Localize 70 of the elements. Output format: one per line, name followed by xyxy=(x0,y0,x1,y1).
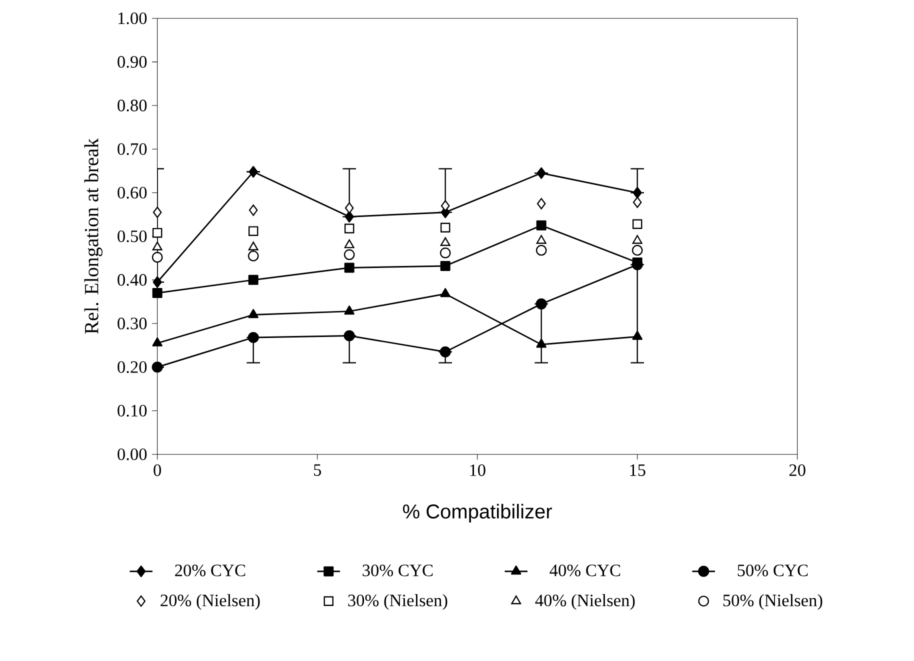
y-axis-title: Rel. Elongation at break xyxy=(84,138,102,334)
point xyxy=(536,220,546,230)
point xyxy=(152,288,162,298)
legend-label: 50% CYC xyxy=(738,564,808,576)
point xyxy=(344,330,355,342)
point xyxy=(248,274,258,285)
point xyxy=(152,206,162,218)
y-tick-label: 0.20 xyxy=(118,361,147,374)
point xyxy=(632,196,642,208)
point xyxy=(248,166,258,178)
y-tick-label: 0.90 xyxy=(118,56,147,68)
y-tick-label: 0.70 xyxy=(118,143,147,156)
point xyxy=(248,250,259,262)
point xyxy=(440,288,450,298)
point xyxy=(152,242,162,250)
point xyxy=(344,224,354,234)
point xyxy=(440,346,451,358)
point xyxy=(632,235,642,244)
x-tick-label: 10 xyxy=(470,464,486,476)
y-tick-label: 0.80 xyxy=(118,100,147,112)
x-tick-label: 0 xyxy=(154,464,162,476)
legend-label: 20% (Nielsen) xyxy=(160,594,260,610)
point xyxy=(248,332,259,344)
y-tick-label: 0.10 xyxy=(118,404,147,417)
point xyxy=(344,262,354,273)
y-tick-label: 0.30 xyxy=(118,318,147,330)
point xyxy=(248,226,258,236)
point xyxy=(152,362,163,373)
point xyxy=(440,200,450,212)
point xyxy=(440,248,451,258)
x-tick-label: 20 xyxy=(789,464,806,476)
y-tick-label: 1.00 xyxy=(118,12,147,24)
point xyxy=(152,337,162,346)
point xyxy=(536,338,546,348)
point xyxy=(440,260,450,271)
point xyxy=(344,239,354,248)
point xyxy=(344,249,355,260)
y-tick-label: 0.00 xyxy=(118,448,147,460)
y-tick-label: 0.40 xyxy=(118,274,147,286)
point xyxy=(344,210,354,223)
point xyxy=(152,252,163,263)
point xyxy=(344,202,354,214)
point xyxy=(632,219,642,229)
point xyxy=(632,330,642,340)
point xyxy=(344,306,354,315)
point xyxy=(248,204,258,216)
point xyxy=(536,298,547,310)
legend-label: 50% (Nielsen) xyxy=(723,594,822,610)
point xyxy=(152,276,162,288)
y-tick-label: 0.50 xyxy=(118,230,147,242)
y-tick-label: 0.60 xyxy=(118,186,147,199)
point xyxy=(152,228,162,238)
point xyxy=(536,244,547,256)
point xyxy=(440,222,450,232)
point xyxy=(248,242,258,250)
point xyxy=(536,167,546,179)
legend-label: 20% CYC xyxy=(175,564,246,576)
legend-label: 30% CYC xyxy=(362,564,433,576)
x-tick-label: 15 xyxy=(630,464,646,476)
point xyxy=(248,309,258,318)
point xyxy=(536,235,546,244)
point xyxy=(632,244,643,256)
legend-label: 40% (Nielsen) xyxy=(535,594,635,610)
x-axis-title: % Compatibilizer xyxy=(403,504,552,523)
legend-label: 30% (Nielsen) xyxy=(348,594,448,610)
legend-label: 40% CYC xyxy=(550,564,620,576)
point xyxy=(632,186,642,199)
point xyxy=(536,198,546,210)
x-tick-label: 5 xyxy=(314,464,321,476)
point xyxy=(440,237,450,246)
